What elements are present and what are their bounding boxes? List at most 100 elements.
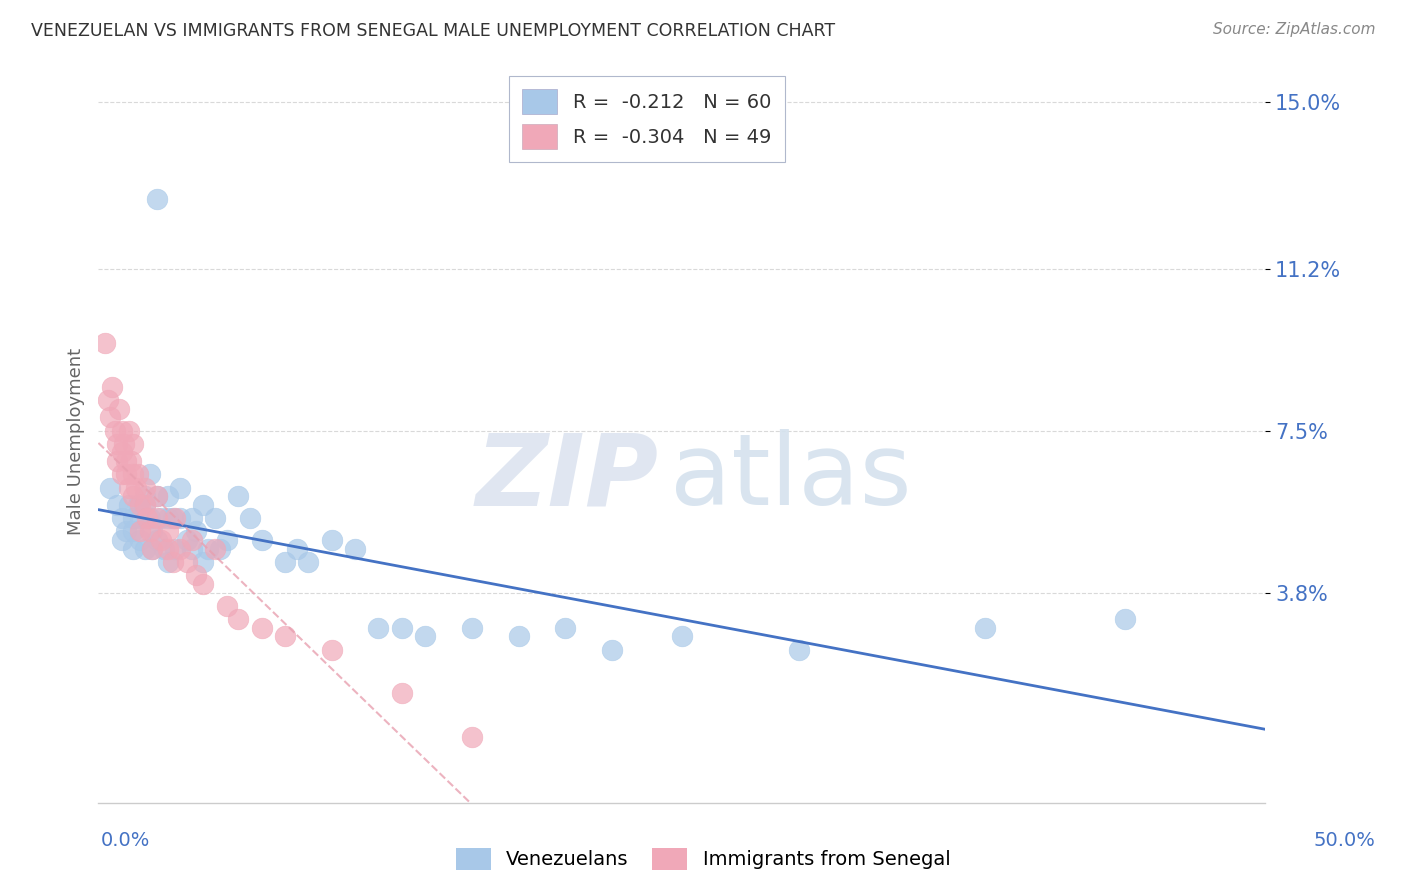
Text: 50.0%: 50.0% — [1313, 831, 1375, 850]
Point — [228, 489, 250, 503]
Point — [150, 533, 173, 547]
Point — [157, 489, 180, 503]
Point — [344, 541, 367, 556]
Point — [157, 555, 180, 569]
Point — [122, 489, 145, 503]
Point — [104, 424, 127, 438]
Point — [152, 541, 174, 556]
Point — [105, 498, 128, 512]
Point — [129, 511, 152, 525]
Point — [111, 511, 134, 525]
Point — [134, 498, 156, 512]
Point — [600, 642, 623, 657]
Point — [112, 436, 135, 450]
Point — [105, 454, 128, 468]
Point — [134, 541, 156, 556]
Point — [162, 511, 184, 525]
Point — [671, 629, 693, 643]
Point — [162, 555, 184, 569]
Point — [250, 621, 273, 635]
Point — [274, 629, 297, 643]
Point — [98, 410, 121, 425]
Point — [413, 629, 436, 643]
Point — [139, 524, 162, 539]
Point — [134, 498, 156, 512]
Point — [461, 730, 484, 744]
Point — [118, 424, 141, 438]
Point — [111, 445, 134, 459]
Point — [111, 424, 134, 438]
Point — [461, 621, 484, 635]
Point — [134, 489, 156, 503]
Point — [97, 392, 120, 407]
Point — [321, 533, 343, 547]
Point — [139, 467, 162, 482]
Point — [169, 541, 191, 556]
Point — [127, 498, 149, 512]
Point — [204, 511, 226, 525]
Y-axis label: Male Unemployment: Male Unemployment — [66, 348, 84, 535]
Point — [141, 541, 163, 556]
Point — [122, 524, 145, 539]
Point — [136, 511, 159, 525]
Point — [141, 541, 163, 556]
Point — [122, 511, 145, 525]
Point — [122, 436, 145, 450]
Text: ZIP: ZIP — [475, 429, 658, 526]
Point — [146, 533, 169, 547]
Point — [391, 621, 413, 635]
Text: Source: ZipAtlas.com: Source: ZipAtlas.com — [1212, 22, 1375, 37]
Point — [180, 511, 202, 525]
Point — [176, 533, 198, 547]
Point — [297, 555, 319, 569]
Legend: Venezuelans, Immigrants from Senegal: Venezuelans, Immigrants from Senegal — [449, 839, 957, 878]
Point — [165, 541, 187, 556]
Text: atlas: atlas — [671, 429, 912, 526]
Point — [228, 612, 250, 626]
Point — [180, 541, 202, 556]
Point — [157, 541, 180, 556]
Point — [122, 467, 145, 482]
Point — [367, 621, 389, 635]
Point — [139, 511, 162, 525]
Point — [169, 511, 191, 525]
Point — [118, 481, 141, 495]
Point — [129, 498, 152, 512]
Point — [274, 555, 297, 569]
Point — [391, 686, 413, 700]
Point — [180, 533, 202, 547]
Point — [101, 380, 124, 394]
Point — [169, 481, 191, 495]
Point — [115, 467, 138, 482]
Point — [105, 436, 128, 450]
Point — [129, 533, 152, 547]
Point — [239, 511, 262, 525]
Point — [146, 489, 169, 503]
Point — [208, 541, 231, 556]
Point — [111, 467, 134, 482]
Point — [118, 498, 141, 512]
Point — [285, 541, 308, 556]
Point — [146, 489, 169, 503]
Text: VENEZUELAN VS IMMIGRANTS FROM SENEGAL MALE UNEMPLOYMENT CORRELATION CHART: VENEZUELAN VS IMMIGRANTS FROM SENEGAL MA… — [31, 22, 835, 40]
Point — [204, 541, 226, 556]
Point — [120, 454, 142, 468]
Point — [98, 481, 121, 495]
Point — [111, 533, 134, 547]
Point — [186, 568, 208, 582]
Point — [129, 524, 152, 539]
Point — [321, 642, 343, 657]
Point — [157, 511, 180, 525]
Point — [554, 621, 576, 635]
Point — [1114, 612, 1136, 626]
Point — [787, 642, 810, 657]
Point — [150, 511, 173, 525]
Point — [108, 401, 131, 416]
Point — [250, 533, 273, 547]
Point — [125, 481, 148, 495]
Point — [146, 192, 169, 206]
Point — [193, 555, 215, 569]
Point — [141, 524, 163, 539]
Point — [197, 541, 219, 556]
Point — [186, 524, 208, 539]
